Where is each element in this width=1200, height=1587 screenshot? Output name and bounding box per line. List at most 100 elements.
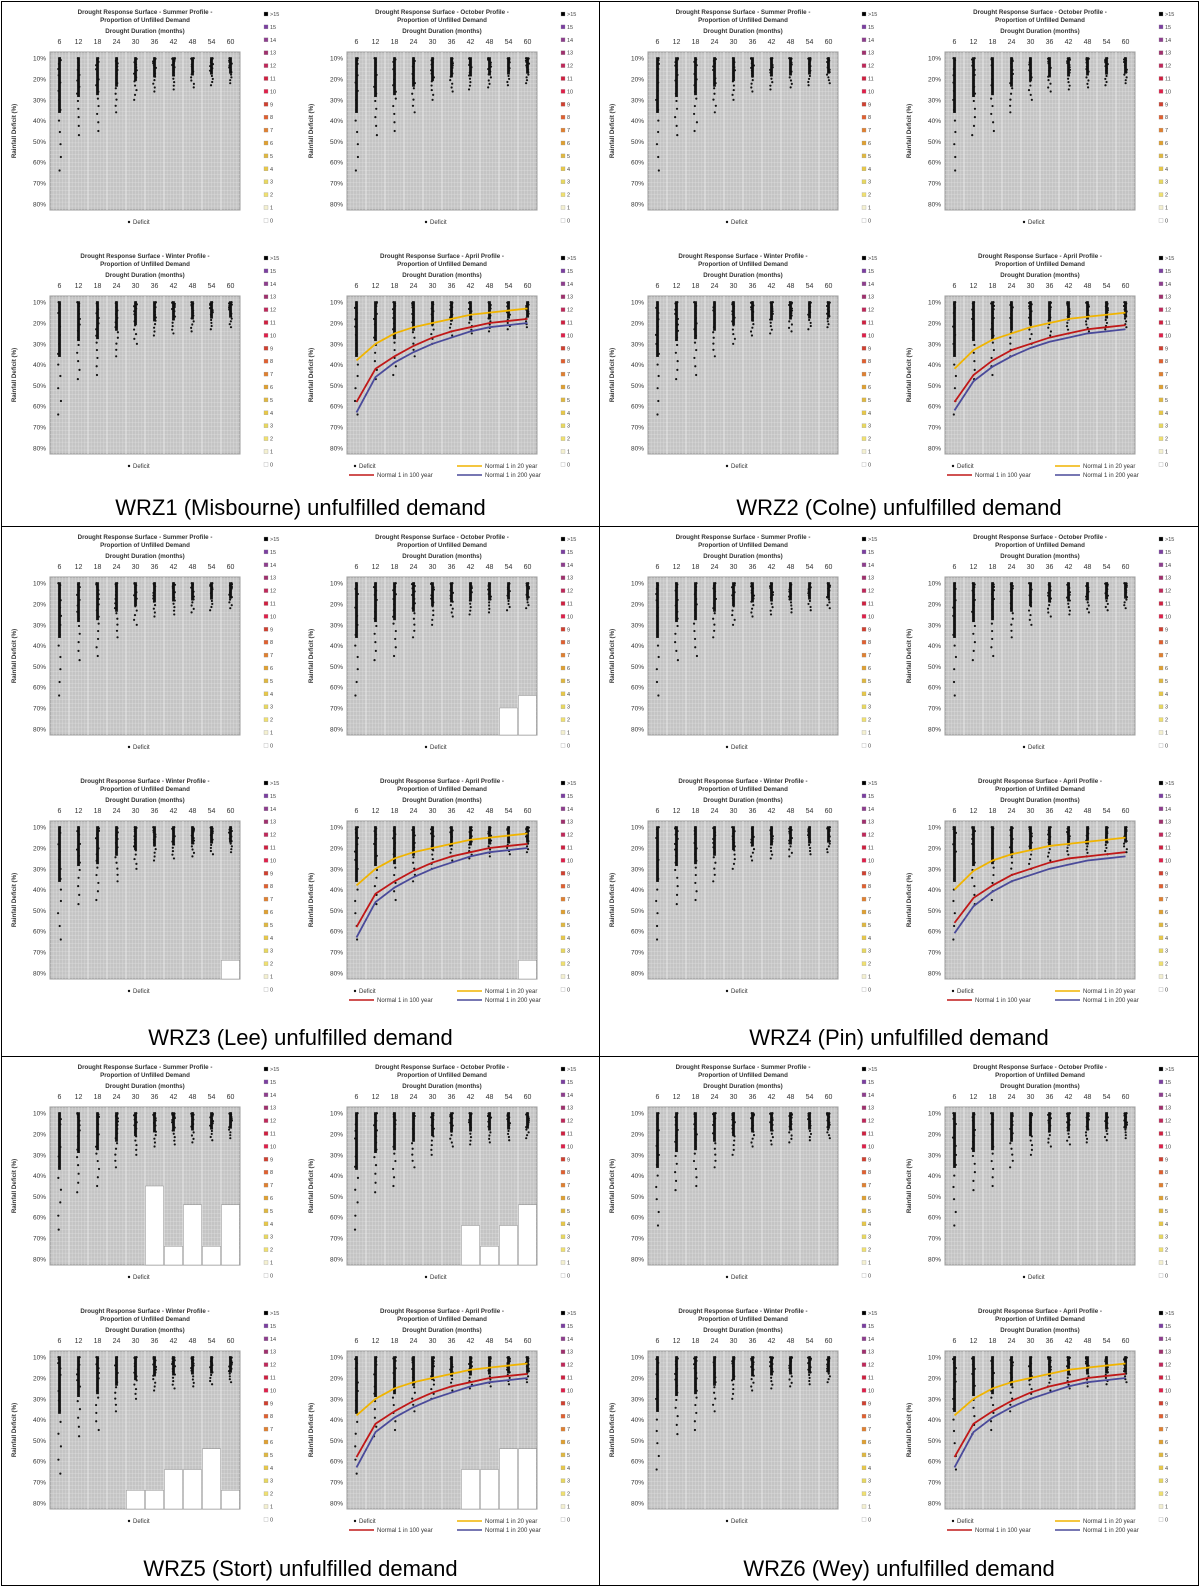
deficit-point (676, 360, 679, 363)
deficit-point (95, 873, 98, 877)
deficit-point (693, 129, 696, 133)
deficit-point (526, 598, 529, 601)
scale-swatch (1158, 730, 1164, 735)
deficit-point (355, 680, 358, 684)
deficit-point (769, 613, 773, 616)
deficit-column (1124, 582, 1127, 599)
scale-swatch (560, 115, 566, 120)
legend-deficit-marker (1022, 220, 1026, 224)
chart-panel: Drought Response Surface - October Profi… (906, 534, 1174, 751)
deficit-column (656, 57, 659, 113)
chart-title: Drought Response Surface - October Profi… (375, 9, 509, 16)
chart-panel: Drought Response Surface - Summer Profil… (609, 534, 877, 751)
deficit-point (210, 74, 214, 78)
scale-swatch (263, 691, 269, 696)
scale-label: 6 (1165, 666, 1168, 672)
chart-title: Drought Response Surface - April Profile… (380, 253, 504, 260)
scale-label: 3 (567, 949, 570, 955)
deficit-point (210, 324, 213, 328)
legend-deficit-marker (725, 745, 729, 749)
deficit-column (134, 582, 137, 607)
scale-swatch (560, 346, 566, 351)
y-tick-label: 40% (330, 643, 343, 650)
scale-label: 7 (868, 128, 871, 134)
deficit-point (487, 86, 490, 89)
scale-swatch (263, 652, 269, 658)
deficit-point (211, 80, 214, 84)
deficit-column (229, 57, 232, 74)
deficit-point (469, 81, 472, 84)
scale-label: 1 (1165, 731, 1168, 737)
scale-swatch (560, 652, 566, 658)
deficit-column (675, 57, 678, 98)
x-tick-label: 6 (58, 564, 62, 571)
deficit-point (1010, 636, 1013, 639)
chart-title: Drought Response Surface - Summer Profil… (676, 534, 811, 541)
deficit-column (96, 582, 99, 621)
deficit-point (1123, 73, 1126, 76)
scale-label: 15 (868, 269, 874, 275)
deficit-point (1067, 602, 1070, 605)
deficit-point (171, 321, 174, 324)
scale-swatch (560, 11, 566, 17)
scale-label: 10 (270, 614, 276, 620)
deficit-point (808, 849, 812, 853)
deficit-point (1123, 601, 1126, 604)
deficit-point (172, 84, 175, 87)
line-n200 (355, 847, 528, 938)
scale-swatch (861, 423, 867, 428)
scale-swatch (263, 640, 269, 645)
deficit-point (59, 155, 62, 159)
x-tick-label: 12 (75, 283, 83, 290)
deficit-point (411, 331, 415, 334)
scale-swatch (1158, 588, 1164, 593)
scale-label: >15 (567, 12, 576, 18)
scale-swatch (861, 640, 867, 645)
deficit-column (210, 582, 213, 600)
deficit-point (97, 104, 100, 108)
x-tick-label: 24 (410, 39, 418, 46)
deficit-point (153, 615, 156, 618)
scale-label: 1 (1165, 450, 1168, 456)
scale-swatch (1158, 179, 1164, 184)
x-tick-label: 42 (768, 564, 776, 571)
deficit-column (172, 57, 175, 77)
deficit-column (732, 826, 735, 851)
deficit-point (733, 618, 736, 621)
x-tick-label: 18 (989, 283, 997, 290)
scale-swatch (560, 935, 566, 940)
x-tick-label: 36 (151, 808, 159, 815)
deficit-point (752, 603, 755, 607)
x-tick-label: 24 (410, 564, 418, 571)
scale-label: 1 (868, 975, 871, 981)
deficit-point (972, 351, 975, 354)
scale-label: 11 (868, 846, 874, 852)
y-tick-label: 50% (928, 664, 941, 671)
y-tick-label: 20% (928, 602, 941, 609)
deficit-point (972, 124, 976, 128)
x-tick-label: 18 (391, 808, 399, 815)
deficit-column (412, 57, 415, 87)
deficit-point (230, 845, 233, 848)
deficit-point (507, 602, 510, 606)
deficit-point (808, 599, 812, 603)
deficit-point (693, 104, 696, 108)
scale-swatch (1158, 359, 1164, 364)
deficit-point (992, 654, 995, 658)
deficit-column (115, 301, 118, 331)
y-axis-title: Rainfall Deficit (%) (609, 873, 616, 927)
deficit-point (676, 885, 679, 888)
x-tick-label: 54 (208, 283, 216, 290)
deficit-point (229, 326, 233, 329)
x-tick-label: 42 (467, 564, 475, 571)
scale-swatch (560, 24, 566, 30)
scale-swatch (560, 780, 566, 786)
scale-label: 12 (567, 589, 573, 595)
y-tick-label: 10% (330, 56, 343, 63)
scale-swatch (861, 76, 867, 81)
scale-swatch (263, 255, 269, 261)
deficit-point (828, 607, 831, 610)
y-tick-label: 70% (928, 949, 941, 956)
deficit-point (750, 859, 754, 862)
y-axis-title: Rainfall Deficit (%) (906, 104, 913, 158)
